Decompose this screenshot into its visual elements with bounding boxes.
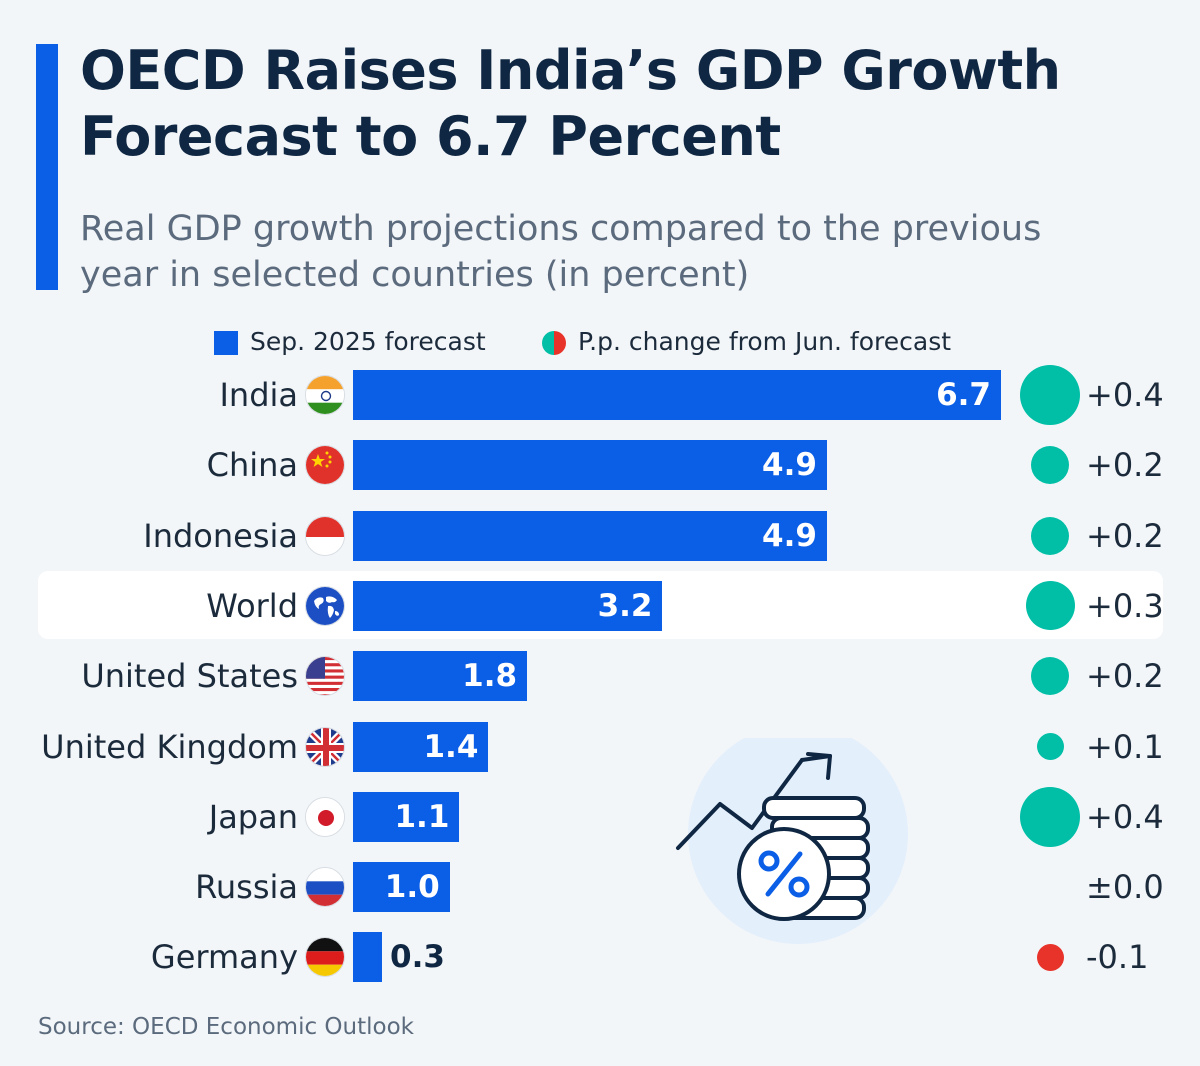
bar-value-label: 6.7 <box>936 377 991 413</box>
bar <box>353 862 450 913</box>
change-label: +0.2 <box>1086 446 1164 485</box>
chart-subtitle: Real GDP growth projections compared to … <box>80 209 1042 295</box>
category-label: Japan <box>208 797 298 836</box>
change-label: -0.1 <box>1086 938 1149 977</box>
change-dot-positive <box>1025 581 1075 631</box>
category-label: Germany <box>150 938 298 977</box>
change-label: +0.3 <box>1086 586 1164 625</box>
bar <box>353 440 827 491</box>
chart-row: United States 1.8 +0.2 <box>0 651 1200 702</box>
bar <box>353 580 663 631</box>
bar-value-label: 1.0 <box>384 869 440 906</box>
category-label: United Kingdom <box>41 727 298 766</box>
change-dot-positive <box>1031 516 1069 555</box>
bar-value-label: 4.9 <box>762 447 817 484</box>
bar-value-label: 1.1 <box>394 798 450 835</box>
legend-forecast-label: Sep. 2025 forecast <box>250 327 486 356</box>
bar <box>353 510 827 561</box>
change-label: +0.2 <box>1086 657 1164 696</box>
legend-forecast-swatch <box>214 331 238 355</box>
legend-change-label: P.p. change from Jun. forecast <box>578 327 952 356</box>
japan-flag-icon <box>305 796 345 837</box>
source-note: Source: OECD Economic Outlook <box>38 1014 414 1040</box>
legend-change-swatch <box>542 331 566 355</box>
chart-row: United Kingdom 1.4 +0.1 <box>0 721 1200 772</box>
germany-flag-icon <box>305 937 345 978</box>
chart-title: OECD Raises India’s GDP Growth Forecast … <box>80 39 1061 168</box>
bar <box>353 651 528 702</box>
change-dot-positive <box>1036 733 1064 760</box>
globe-icon <box>305 585 345 626</box>
bar-value-label: 4.9 <box>762 517 817 554</box>
india-flag-icon <box>305 375 345 415</box>
category-label: China <box>206 446 298 485</box>
bar <box>353 932 382 983</box>
chart-row: Germany 0.3 -0.1 <box>0 932 1200 983</box>
change-dot-positive <box>1031 657 1069 696</box>
chart-row: World 3.2 +0.3 <box>0 580 1200 631</box>
chart-row: India 6.7 +0.4 <box>0 365 1200 425</box>
change-label: ±0.0 <box>1086 868 1164 907</box>
change-label: +0.4 <box>1086 376 1164 414</box>
accent-bar <box>36 44 58 290</box>
change-dot-positive <box>1031 446 1069 485</box>
change-label: +0.4 <box>1086 797 1164 836</box>
chart-row: Russia 1.0 ±0.0 <box>0 862 1200 913</box>
change-dot-positive <box>1020 365 1080 425</box>
bar-value-label: 3.2 <box>597 587 653 624</box>
chart-row: China 4.9 +0.2 <box>0 440 1200 491</box>
china-flag-icon <box>305 445 345 486</box>
bar-value-label: 1.4 <box>423 728 479 765</box>
change-label: +0.1 <box>1086 727 1164 766</box>
bar <box>353 791 460 842</box>
bar <box>353 721 489 772</box>
change-dot-positive <box>1020 786 1080 847</box>
change-dot-negative <box>1036 943 1064 971</box>
category-label: United States <box>81 657 298 696</box>
legend: Sep. 2025 forecast P.p. change from Jun.… <box>0 325 1200 361</box>
chart-row: Japan 1.1 +0.4 <box>0 786 1200 847</box>
indonesia-flag-icon <box>305 515 345 556</box>
us-flag-icon <box>305 656 345 697</box>
bar-value-label: 1.8 <box>462 658 518 695</box>
russia-flag-icon <box>305 867 345 908</box>
bar-value-label: 0.3 <box>390 939 445 976</box>
category-label: India <box>219 376 298 414</box>
change-label: +0.2 <box>1086 516 1164 555</box>
category-label: World <box>206 586 298 625</box>
growth-percent-icon <box>676 738 908 944</box>
category-label: Russia <box>195 868 298 907</box>
chart-row: Indonesia 4.9 +0.2 <box>0 510 1200 561</box>
bar <box>353 370 1001 420</box>
uk-flag-icon <box>305 726 345 767</box>
category-label: Indonesia <box>143 516 298 555</box>
